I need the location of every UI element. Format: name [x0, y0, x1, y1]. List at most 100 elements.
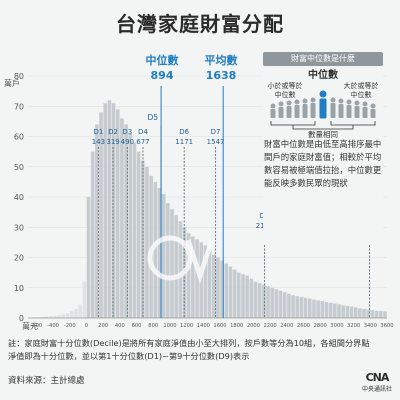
- decile-value: 1171: [175, 138, 193, 146]
- decile-label: D5: [148, 113, 159, 122]
- histogram-bar: [132, 142, 137, 318]
- histogram-bar: [383, 311, 387, 318]
- histogram-bar: [253, 281, 258, 318]
- histogram-bar: [153, 181, 158, 318]
- x-tick-label: 800: [148, 323, 158, 329]
- equal-bracket: [292, 125, 354, 130]
- histogram-bar: [40, 316, 45, 318]
- left-text-1: 小於或等於: [268, 81, 303, 90]
- histogram-bar: [178, 221, 183, 318]
- x-tick-label: 400: [115, 323, 125, 329]
- watermark-logo: [147, 235, 215, 284]
- y-tick-label: 60: [14, 133, 24, 142]
- decile-label: D1: [93, 128, 103, 136]
- histogram-bar: [136, 151, 141, 318]
- histogram-bar: [257, 283, 262, 318]
- histogram-bar: [99, 112, 103, 318]
- histogram-bar: [303, 297, 308, 318]
- median-callout: 中位數 894: [145, 52, 179, 82]
- histogram-bar: [70, 311, 74, 318]
- histogram-bar: [333, 303, 337, 318]
- histogram-bar: [111, 103, 116, 318]
- histogram-bar: [266, 286, 270, 318]
- histogram-bar: [211, 254, 216, 318]
- histogram-bar: [328, 302, 333, 318]
- histogram-bar: [358, 308, 362, 318]
- histogram-bar: [278, 290, 283, 318]
- histogram-bar: [366, 309, 371, 318]
- page-title: 台灣家庭財富分配: [116, 12, 284, 36]
- x-tick-label: 1800: [230, 323, 243, 329]
- x-tick-label: 1400: [197, 323, 210, 329]
- logo-mark: CNA: [365, 371, 390, 384]
- histogram-bar: [370, 310, 375, 318]
- x-tick-label: 2400: [280, 323, 293, 329]
- histogram-bar: [174, 215, 178, 318]
- histogram-bar: [295, 296, 300, 318]
- histogram-bar: [44, 316, 49, 318]
- histogram-bar: [74, 308, 78, 318]
- source: 資料來源：主計總處: [8, 376, 85, 386]
- left-bracket: [270, 121, 316, 126]
- histogram-bar: [57, 315, 62, 318]
- histogram-bar: [124, 124, 128, 319]
- decile-label: D2: [108, 128, 118, 136]
- x-tick-label: -200: [64, 323, 76, 329]
- histogram-bar: [128, 133, 133, 318]
- x-tick-label: 0: [85, 323, 88, 329]
- histogram-bar: [287, 293, 291, 318]
- histogram-bar: [291, 295, 295, 318]
- left-text-2: 中位數: [275, 90, 296, 99]
- x-tick-label: 200: [98, 323, 108, 329]
- histogram-bar: [299, 296, 304, 318]
- histogram-bar: [374, 310, 379, 318]
- x-tick-label: 600: [132, 323, 142, 329]
- histogram-bar: [378, 311, 383, 318]
- right-text-1: 大於或等於: [344, 81, 379, 90]
- histogram-bar: [166, 203, 170, 318]
- cna-logo: CNA 中央通訊社: [362, 366, 392, 393]
- decile-value: 1547: [207, 138, 225, 146]
- histogram-bar: [203, 245, 208, 318]
- decile-label: D7: [211, 128, 221, 136]
- histogram-bar: [220, 260, 224, 318]
- y-tick-label: 10: [14, 284, 24, 293]
- histogram-bar: [103, 103, 108, 318]
- histogram-bar: [237, 272, 241, 318]
- right-text-2: 中位數: [351, 90, 372, 99]
- histogram-bar: [324, 301, 329, 318]
- histogram-bar: [82, 281, 87, 318]
- x-tick-label: 3400: [364, 323, 377, 329]
- histogram-bar: [145, 166, 149, 318]
- histogram-bar: [107, 100, 112, 318]
- histogram-bar: [195, 239, 199, 318]
- mean-label: 平均數: [204, 54, 238, 67]
- panel-description: 財富中位數是由低至高排序最中間戶的家庭財富值；相較於平均數容易被極端值拉抬，中位…: [264, 139, 382, 188]
- x-tick-label: 2000: [247, 323, 260, 329]
- histogram-bar: [224, 263, 229, 318]
- histogram-bar: [341, 305, 345, 318]
- figure-title: 中位數: [308, 68, 338, 81]
- histogram-bar: [232, 269, 237, 318]
- y-tick-label: 50: [14, 163, 24, 172]
- histogram-bar: [191, 236, 195, 318]
- decile-label: D6: [179, 128, 189, 136]
- logo-subtitle: 中央通訊社: [362, 386, 393, 393]
- histogram-bar: [207, 248, 212, 318]
- histogram-bar: [95, 124, 99, 319]
- histogram-bar: [316, 300, 320, 318]
- histogram-bar: [307, 298, 312, 318]
- median-value: 894: [150, 69, 174, 82]
- median-person-icon: [319, 90, 327, 119]
- histogram-bar: [249, 278, 254, 318]
- mean-value: 1638: [205, 69, 237, 82]
- x-tick-label: 3200: [347, 323, 360, 329]
- histogram-bar: [282, 292, 287, 318]
- x-axis-unit: 萬元: [22, 322, 38, 331]
- histogram-bar: [157, 187, 162, 318]
- y-tick-label: 70: [14, 102, 24, 111]
- histogram-bar: [312, 299, 316, 318]
- x-tick-label: 3600: [380, 323, 393, 329]
- histogram-bar: [270, 287, 274, 318]
- x-tick-label: -600: [30, 323, 42, 329]
